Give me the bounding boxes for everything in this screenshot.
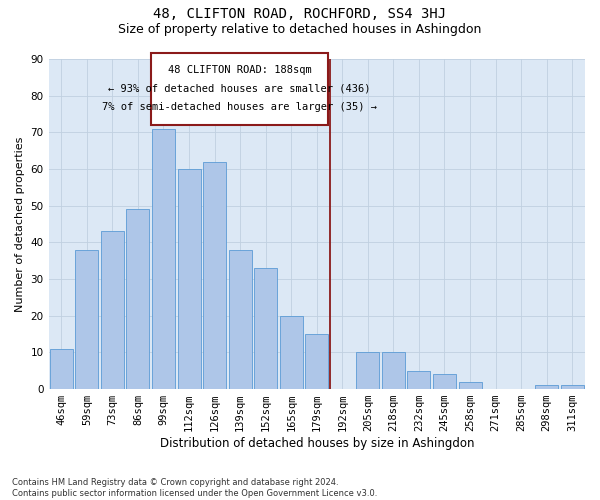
Text: ← 93% of detached houses are smaller (436): ← 93% of detached houses are smaller (43… — [108, 84, 371, 94]
Bar — [356, 352, 379, 389]
Bar — [254, 268, 277, 389]
Y-axis label: Number of detached properties: Number of detached properties — [15, 136, 25, 312]
Text: 48, CLIFTON ROAD, ROCHFORD, SS4 3HJ: 48, CLIFTON ROAD, ROCHFORD, SS4 3HJ — [154, 8, 446, 22]
Text: 48 CLIFTON ROAD: 188sqm: 48 CLIFTON ROAD: 188sqm — [167, 65, 311, 75]
Text: Contains HM Land Registry data © Crown copyright and database right 2024.
Contai: Contains HM Land Registry data © Crown c… — [12, 478, 377, 498]
Bar — [50, 348, 73, 389]
Bar — [382, 352, 405, 389]
Bar — [152, 128, 175, 389]
Bar — [203, 162, 226, 389]
Bar — [458, 382, 482, 389]
Bar — [101, 232, 124, 389]
Bar — [178, 169, 200, 389]
Text: Size of property relative to detached houses in Ashingdon: Size of property relative to detached ho… — [118, 22, 482, 36]
Bar — [407, 370, 430, 389]
Bar — [561, 386, 584, 389]
Bar — [535, 386, 558, 389]
Bar — [280, 316, 303, 389]
Bar — [305, 334, 328, 389]
Bar — [433, 374, 456, 389]
Bar — [151, 54, 328, 125]
Bar — [127, 210, 149, 389]
Bar — [76, 250, 98, 389]
X-axis label: Distribution of detached houses by size in Ashingdon: Distribution of detached houses by size … — [160, 437, 474, 450]
Text: 7% of semi-detached houses are larger (35) →: 7% of semi-detached houses are larger (3… — [102, 102, 377, 112]
Bar — [229, 250, 251, 389]
